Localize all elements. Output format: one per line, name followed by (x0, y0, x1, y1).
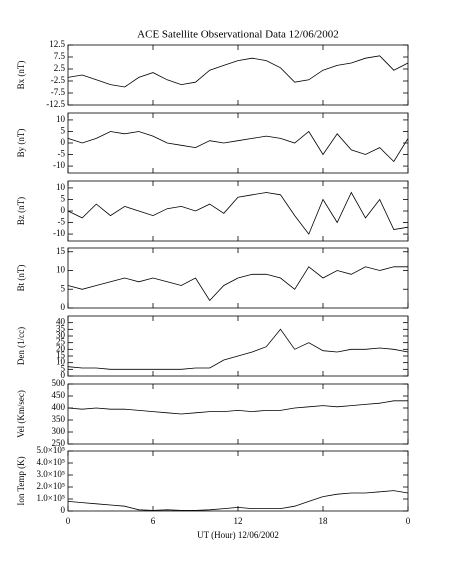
y-tick-label: 1.0×10⁵ (37, 493, 65, 503)
y-tick-label: -2.5 (51, 75, 66, 85)
y-axis-label: Den (1/cc) (16, 327, 26, 365)
y-tick-label: 0 (61, 302, 66, 312)
y-tick-label: 15 (56, 350, 66, 360)
y-tick-label: 2.0×10⁵ (37, 481, 65, 491)
y-tick-label: -5 (58, 149, 66, 159)
y-tick-label: 5 (61, 194, 66, 204)
panel-frame (67, 180, 409, 242)
y-tick-label: 250 (52, 438, 66, 448)
y-tick-label: 30 (56, 330, 66, 340)
x-tick-label: 6 (151, 516, 156, 526)
panel-frame (67, 383, 409, 445)
panel-frame (67, 112, 409, 174)
y-tick-label: 5 (61, 283, 66, 293)
x-tick-label: 0 (406, 516, 411, 526)
y-tick-label: 0 (61, 205, 66, 215)
y-tick-label: 5.0×10⁵ (37, 445, 65, 455)
chart-title: ACE Satellite Observational Data 12/06/2… (137, 29, 339, 41)
data-trace (67, 191, 409, 235)
y-axis-label: Bx (nT) (16, 61, 26, 90)
y-tick-label: 10 (56, 265, 66, 275)
y-tick-label: 0 (61, 137, 66, 147)
y-axis-label: By (nT) (16, 129, 26, 158)
y-tick-label: -10 (53, 160, 65, 170)
panel-frame (67, 44, 409, 106)
y-tick-label: 40 (56, 317, 66, 327)
y-tick-label: -12.5 (46, 99, 65, 109)
panel-frame (67, 450, 409, 512)
y-tick-label: 12.5 (49, 39, 65, 49)
y-tick-label: -7.5 (51, 87, 66, 97)
x-axis-label: UT (Hour) 12/06/2002 (197, 530, 279, 540)
y-tick-label: 350 (52, 414, 66, 424)
y-axis-label: Bz (nT) (16, 197, 26, 225)
y-tick-label: 20 (56, 343, 66, 353)
data-trace (67, 266, 408, 302)
data-trace (67, 400, 408, 415)
x-tick-label: 0 (66, 516, 71, 526)
y-tick-label: 400 (52, 402, 66, 412)
y-tick-label: 10 (56, 114, 66, 124)
x-tick-label: 18 (319, 516, 329, 526)
data-trace (67, 490, 409, 511)
y-tick-label: 35 (56, 323, 66, 333)
y-tick-label: -5 (58, 217, 66, 227)
y-tick-label: 500 (52, 378, 66, 388)
y-axis-label: Ion Temp (K) (16, 456, 26, 505)
y-tick-label: -10 (53, 228, 65, 238)
y-tick-label: 4.0×10⁵ (37, 457, 65, 467)
y-tick-label: 10 (56, 182, 66, 192)
y-tick-label: 15 (56, 246, 66, 256)
y-axis-label: Vel (Km/sec) (16, 390, 26, 438)
y-tick-label: 5 (61, 363, 66, 373)
y-tick-label: 10 (56, 357, 66, 367)
y-axis-label: Bt (nT) (16, 265, 26, 292)
y-tick-label: 7.5 (54, 51, 66, 61)
data-trace (67, 55, 409, 88)
data-trace (67, 328, 409, 370)
panel-frame (67, 315, 409, 377)
y-tick-label: 0 (61, 370, 66, 380)
data-trace (67, 130, 409, 163)
x-tick-label: 12 (234, 516, 243, 526)
y-tick-label: 0 (61, 505, 66, 515)
y-tick-label: 2.5 (54, 63, 66, 73)
y-tick-label: 25 (56, 337, 66, 347)
y-tick-label: 5 (61, 126, 66, 136)
y-tick-label: 3.0×10⁵ (37, 469, 65, 479)
y-tick-label: 300 (52, 426, 66, 436)
y-tick-label: 450 (52, 390, 66, 400)
